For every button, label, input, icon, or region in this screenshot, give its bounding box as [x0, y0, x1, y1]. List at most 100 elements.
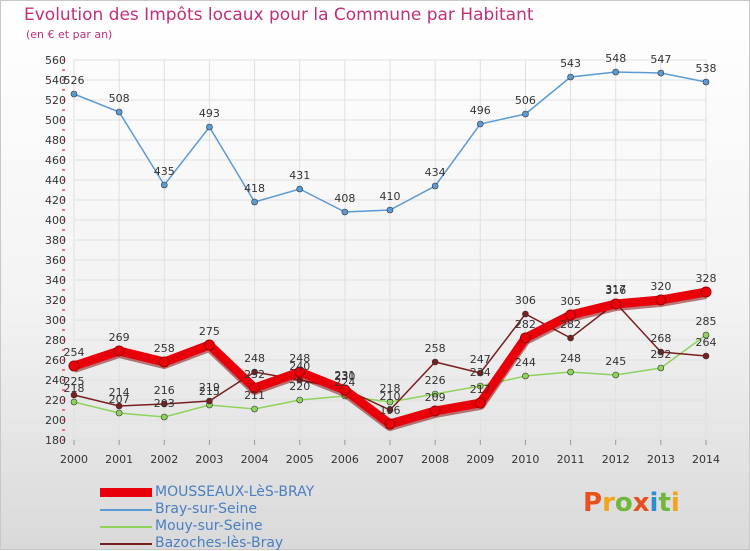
data-point — [384, 418, 396, 430]
data-label: 408 — [334, 192, 355, 205]
legend-swatch — [100, 488, 152, 497]
data-point — [251, 368, 258, 376]
x-tick-label: 2001 — [105, 453, 133, 466]
logo-letter: r — [602, 488, 615, 518]
data-label: 305 — [560, 295, 581, 308]
data-label: 218 — [64, 382, 85, 395]
data-point — [386, 206, 394, 214]
proxiti-logo: Proxiti — [583, 488, 680, 518]
y-tick-label: 540 — [45, 74, 66, 87]
data-label: 316 — [605, 284, 626, 297]
x-tick-label: 2006 — [331, 453, 359, 466]
y-tick-label: 240 — [45, 374, 66, 387]
data-point — [113, 345, 125, 357]
data-label: 258 — [425, 342, 446, 355]
data-label: 248 — [289, 352, 310, 365]
data-label: 269 — [109, 331, 130, 344]
data-point — [203, 339, 215, 351]
y-tick-label: 220 — [45, 394, 66, 407]
data-label: 328 — [696, 272, 717, 285]
data-point — [431, 182, 439, 190]
grid — [73, 59, 707, 441]
legend-label: Bazoches-lès-Bray — [155, 535, 284, 551]
data-point — [386, 406, 394, 414]
y-tick-label: 280 — [45, 334, 66, 347]
data-label: 254 — [64, 346, 85, 359]
data-point — [160, 400, 168, 408]
axes: 180 200 220 240 260 280 300 320 340 360 380 400 420 4… — [45, 54, 720, 466]
data-point — [476, 120, 484, 128]
data-label: 225 — [64, 375, 85, 388]
data-point — [657, 364, 665, 372]
series-mousseaux-l-s-bray — [68, 286, 712, 431]
data-label: 245 — [605, 355, 626, 368]
x-tick-label: 2012 — [602, 453, 630, 466]
x-tick-label: 2007 — [376, 453, 404, 466]
data-label: 306 — [515, 294, 536, 307]
data-label: 282 — [515, 318, 536, 331]
x-tick-label: 2009 — [466, 453, 494, 466]
data-label: 258 — [154, 342, 175, 355]
data-point — [655, 294, 667, 306]
data-label: 543 — [560, 57, 581, 70]
data-point — [476, 369, 484, 377]
data-label: 431 — [289, 169, 310, 182]
data-label: 231 — [334, 369, 355, 382]
data-label: 435 — [154, 165, 175, 178]
data-point — [567, 368, 574, 376]
data-point — [115, 402, 123, 410]
data-point — [657, 69, 665, 77]
data-point — [522, 110, 529, 118]
chart-title: Evolution des Impôts locaux pour la Comm… — [24, 5, 534, 25]
x-tick-label: 2004 — [241, 453, 269, 466]
x-tick-label: 2010 — [511, 453, 539, 466]
data-label: 496 — [470, 104, 491, 117]
data-label: 248 — [560, 352, 581, 365]
data-label: 214 — [109, 386, 130, 399]
logo-letter: x — [632, 488, 650, 518]
data-point — [522, 372, 529, 380]
y-tick-label: 360 — [45, 254, 66, 267]
x-tick-label: 2011 — [557, 453, 585, 466]
data-label: 232 — [244, 368, 265, 381]
data-point — [386, 398, 394, 406]
y-tick-label: 320 — [45, 294, 66, 307]
data-point — [700, 286, 712, 298]
data-point — [612, 68, 620, 76]
data-label: 317 — [605, 283, 626, 296]
logo-letter: i — [670, 488, 680, 518]
x-tick-label: 2003 — [195, 453, 223, 466]
legend-swatch — [100, 509, 152, 511]
data-point — [474, 397, 486, 409]
data-point — [476, 382, 484, 390]
data-label: 548 — [605, 52, 626, 65]
legend-label: MOUSSEAUX-LèS-BRAY — [155, 484, 315, 500]
data-label: 248 — [244, 352, 265, 365]
y-tick-label: 520 — [45, 94, 66, 107]
line-chart: 180 200 220 240 260 280 300 320 340 360 380 400 420 4… — [45, 52, 720, 466]
data-label: 215 — [199, 385, 220, 398]
data-point — [70, 90, 78, 98]
y-tick-label: 180 — [45, 434, 66, 447]
data-point — [206, 123, 213, 131]
data-point — [68, 360, 80, 372]
data-labels: 526 508 435 493 418 431 408 410 434 496 506 543 548 5… — [64, 52, 717, 417]
data-label: 203 — [154, 397, 175, 410]
data-point — [115, 108, 123, 116]
data-point — [296, 185, 304, 193]
data-label: 209 — [425, 391, 446, 404]
legend-swatch — [100, 526, 152, 528]
data-point — [160, 181, 168, 189]
data-label: 268 — [650, 332, 671, 345]
data-label: 219 — [199, 381, 220, 394]
data-point — [702, 331, 710, 339]
logo-letter: P — [583, 488, 603, 518]
y-tick-label: 260 — [45, 354, 66, 367]
data-point — [519, 332, 531, 344]
y-tick-label: 340 — [45, 274, 66, 287]
data-label: 224 — [334, 376, 355, 389]
data-point — [251, 405, 258, 413]
data-point — [702, 352, 710, 360]
data-label: 220 — [289, 380, 310, 393]
